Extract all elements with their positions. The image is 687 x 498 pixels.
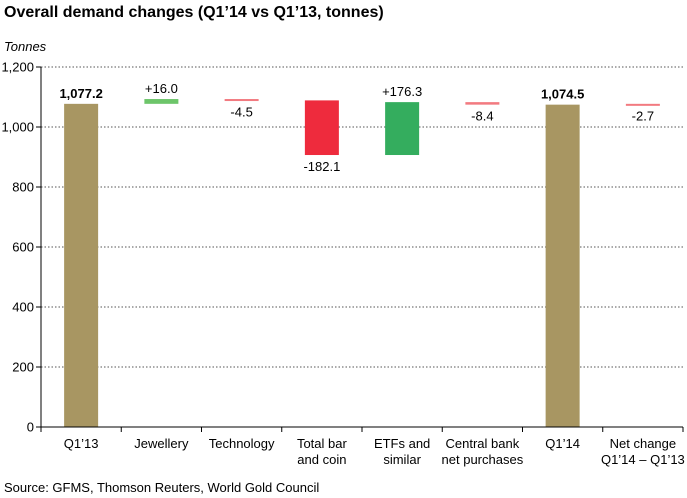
category-label-line: Technology xyxy=(209,436,275,451)
category-label-line: Net change xyxy=(610,436,677,451)
y-tick-label: 1,000 xyxy=(1,120,34,135)
bar xyxy=(64,103,99,427)
category-label-line: Total bar xyxy=(297,436,348,451)
y-axis-ticks: 0 200 400 600 800 1,000 1,200 xyxy=(1,60,41,435)
bar xyxy=(385,102,420,156)
y-tick-label: 600 xyxy=(12,240,34,255)
y-tick-label: 200 xyxy=(12,360,34,375)
bar xyxy=(224,99,259,102)
category-label-line: Q1’14 xyxy=(545,436,580,451)
category-label: Q1’13 xyxy=(64,436,99,451)
category-label: Technology xyxy=(209,436,275,451)
gridlines xyxy=(41,66,683,368)
category-label-line: Q1’14 – Q1’13 xyxy=(601,452,685,467)
category-label-line: and coin xyxy=(297,452,346,467)
bar xyxy=(625,103,660,106)
source-note: Source: GFMS, Thomson Reuters, World Gol… xyxy=(4,480,320,495)
category-label: Central bank net purchases xyxy=(442,436,524,467)
value-label: 1,074.5 xyxy=(541,87,584,102)
category-label-line: similar xyxy=(383,452,421,467)
bar xyxy=(304,100,339,156)
axes xyxy=(40,67,684,432)
category-label-line: Q1’13 xyxy=(64,436,99,451)
y-tick-label: 0 xyxy=(27,420,34,435)
value-label: -8.4 xyxy=(471,109,493,124)
category-label: Total bar and coin xyxy=(297,436,348,467)
category-label: Jewellery xyxy=(134,436,189,451)
bar xyxy=(144,99,179,104)
value-label: +176.3 xyxy=(382,84,422,99)
y-axis-title: Tonnes xyxy=(4,39,47,54)
value-label: +16.0 xyxy=(145,81,178,96)
category-label: Q1’14 xyxy=(545,436,580,451)
category-label: Net change Q1’14 – Q1’13 xyxy=(601,436,685,467)
category-labels: Q1’13 Jewellery Technology Total bar and coi… xyxy=(64,436,685,467)
category-label-line: Central bank xyxy=(446,436,520,451)
value-label: -2.7 xyxy=(632,109,654,124)
category-label-line: ETFs and xyxy=(374,436,430,451)
value-label: -182.1 xyxy=(303,159,340,174)
value-label: 1,077.2 xyxy=(59,86,102,101)
y-tick-label: 1,200 xyxy=(1,60,34,75)
bar xyxy=(545,104,580,428)
y-tick-label: 800 xyxy=(12,180,34,195)
category-label: ETFs and similar xyxy=(374,436,430,467)
bar xyxy=(465,102,500,105)
value-labels: 1,077.2 +16.0 -4.5 -182.1 +176.3 -8.4 1,074.5 -… xyxy=(59,81,654,174)
y-tick-label: 400 xyxy=(12,300,34,315)
chart-title: Overall demand changes (Q1’14 vs Q1’13, … xyxy=(4,4,384,21)
value-label: -4.5 xyxy=(230,104,252,119)
category-label-line: Jewellery xyxy=(134,436,189,451)
category-label-line: net purchases xyxy=(442,452,524,467)
bars xyxy=(64,99,660,428)
